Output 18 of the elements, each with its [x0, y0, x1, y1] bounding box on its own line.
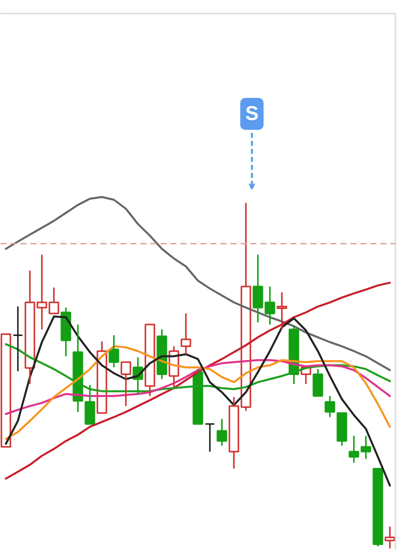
candlestick	[336, 412, 348, 447]
text: S	[245, 102, 259, 125]
candlestick	[276, 292, 288, 330]
candlestick	[324, 395, 336, 418]
candlestick	[0, 333, 12, 448]
candlestick	[120, 361, 132, 407]
candlestick	[216, 418, 228, 447]
candlestick	[180, 312, 192, 355]
candlestick	[372, 468, 384, 548]
candlestick	[96, 340, 108, 414]
candlestick	[384, 526, 396, 550]
candlestick	[300, 366, 312, 385]
candlestick	[60, 306, 72, 358]
candlestick	[144, 324, 156, 397]
candlestick	[12, 306, 24, 372]
candlestick	[204, 423, 216, 452]
candlestick	[108, 334, 120, 368]
candlestick	[168, 346, 180, 388]
